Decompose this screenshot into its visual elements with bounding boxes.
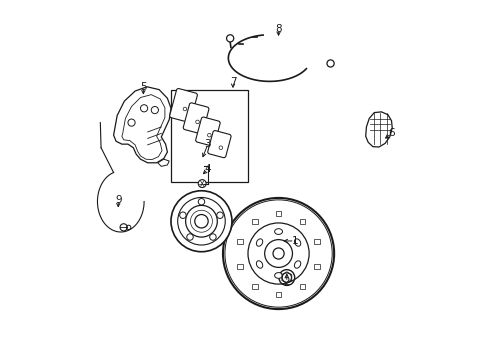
Circle shape xyxy=(223,198,333,309)
Circle shape xyxy=(183,107,186,111)
Ellipse shape xyxy=(256,261,262,268)
Ellipse shape xyxy=(256,239,262,246)
Text: 3: 3 xyxy=(204,139,211,149)
Circle shape xyxy=(186,234,193,240)
Text: 5: 5 xyxy=(140,82,146,92)
FancyBboxPatch shape xyxy=(314,264,319,269)
FancyBboxPatch shape xyxy=(195,117,220,146)
Text: 4: 4 xyxy=(204,164,211,174)
Circle shape xyxy=(326,60,333,67)
Circle shape xyxy=(198,180,206,188)
Text: 1: 1 xyxy=(291,236,297,246)
FancyBboxPatch shape xyxy=(251,284,257,289)
Circle shape xyxy=(198,198,204,205)
FancyBboxPatch shape xyxy=(169,89,197,122)
Ellipse shape xyxy=(274,229,282,234)
Circle shape xyxy=(179,212,186,219)
Ellipse shape xyxy=(274,273,282,278)
Ellipse shape xyxy=(294,261,300,268)
Text: 7: 7 xyxy=(229,77,236,87)
Circle shape xyxy=(226,35,233,42)
Text: 9: 9 xyxy=(115,195,122,205)
Circle shape xyxy=(194,215,208,228)
Polygon shape xyxy=(113,87,171,163)
Circle shape xyxy=(216,212,223,219)
Text: 8: 8 xyxy=(275,24,281,35)
FancyBboxPatch shape xyxy=(299,284,305,289)
Circle shape xyxy=(209,234,216,240)
FancyBboxPatch shape xyxy=(237,239,243,244)
Circle shape xyxy=(120,224,127,231)
FancyBboxPatch shape xyxy=(251,219,257,224)
FancyBboxPatch shape xyxy=(299,219,305,224)
Circle shape xyxy=(272,248,284,259)
Circle shape xyxy=(171,191,231,252)
Circle shape xyxy=(128,119,135,126)
Circle shape xyxy=(140,105,147,112)
FancyBboxPatch shape xyxy=(207,131,231,158)
FancyBboxPatch shape xyxy=(275,292,281,297)
Circle shape xyxy=(219,146,222,149)
Polygon shape xyxy=(365,112,391,147)
Bar xyxy=(171,90,247,182)
Circle shape xyxy=(195,120,199,124)
FancyBboxPatch shape xyxy=(237,264,243,269)
Text: 2: 2 xyxy=(283,277,289,287)
Polygon shape xyxy=(158,159,169,166)
Ellipse shape xyxy=(294,239,300,246)
Circle shape xyxy=(207,134,211,137)
Circle shape xyxy=(151,107,158,114)
FancyBboxPatch shape xyxy=(314,239,319,244)
FancyBboxPatch shape xyxy=(183,103,208,134)
Text: 6: 6 xyxy=(387,129,394,138)
FancyBboxPatch shape xyxy=(275,211,281,216)
